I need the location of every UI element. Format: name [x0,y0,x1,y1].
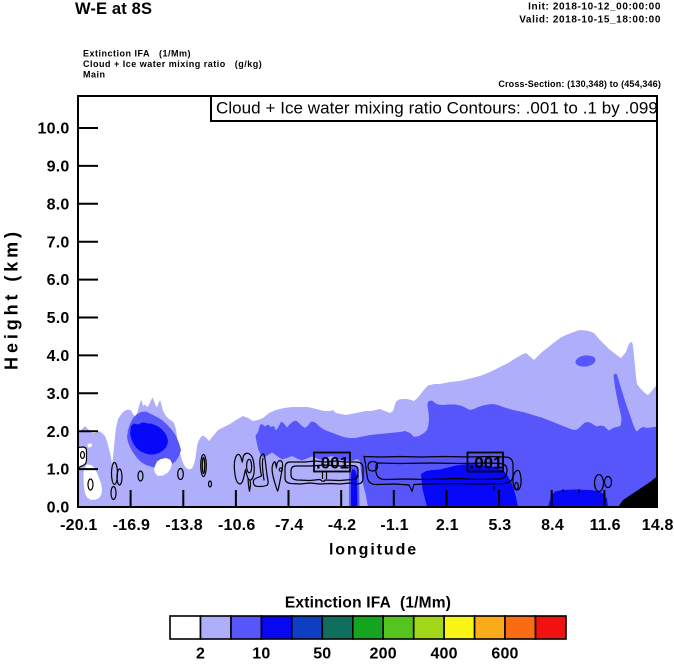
svg-text:400: 400 [430,646,457,663]
svg-text:50: 50 [313,646,331,663]
svg-text:3.0: 3.0 [47,386,70,403]
svg-text:10.0: 10.0 [38,121,70,138]
svg-text:-13.8: -13.8 [165,517,202,534]
svg-text:200: 200 [370,646,397,663]
svg-text:Height (km): Height (km) [2,228,22,370]
svg-text:Cloud + Ice water mixing ratio: Cloud + Ice water mixing ratio Contours:… [216,99,658,118]
svg-text:9.0: 9.0 [47,159,70,176]
svg-text:10: 10 [252,646,270,663]
svg-text:Extinction IFA (1/Mm): Extinction IFA (1/Mm) [285,595,451,612]
svg-text:0.0: 0.0 [47,500,70,517]
svg-text:Valid: 2018-10-15_18:00:00: Valid: 2018-10-15_18:00:00 [519,15,661,26]
svg-text:-4.2: -4.2 [328,517,356,534]
svg-text:8.0: 8.0 [47,196,70,213]
svg-text:.001: .001 [470,454,503,473]
svg-text:5.3: 5.3 [488,517,511,534]
svg-text:14.8: 14.8 [642,517,674,534]
svg-text:4.0: 4.0 [47,348,70,365]
svg-text:.001: .001 [316,454,349,473]
svg-text:2.0: 2.0 [47,424,70,441]
svg-text:W-E at 8S: W-E at 8S [75,0,152,18]
svg-text:8.4: 8.4 [541,517,564,534]
svg-text:6.0: 6.0 [47,272,70,289]
svg-text:-1.1: -1.1 [380,517,408,534]
svg-text:5.0: 5.0 [47,310,70,327]
svg-text:longitude: longitude [329,542,418,559]
svg-text:-20.1: -20.1 [60,517,97,534]
svg-text:-10.6: -10.6 [218,517,255,534]
svg-text:1.0: 1.0 [47,462,70,479]
svg-text:7.0: 7.0 [47,234,70,251]
svg-text:2.1: 2.1 [436,517,459,534]
svg-text:-16.9: -16.9 [113,517,150,534]
svg-text:Init: 2018-10-12_00:00:00: Init: 2018-10-12_00:00:00 [528,2,661,13]
svg-text:2: 2 [196,646,205,663]
svg-text:Extinction IFA (1/Mm): Extinction IFA (1/Mm) [83,49,191,59]
svg-text:Main: Main [83,70,106,80]
svg-text:-7.4: -7.4 [275,517,303,534]
svg-text:Cross-Section: (130,348) to (4: Cross-Section: (130,348) to (454,346) [498,79,661,89]
svg-text:Cloud + Ice water mixing ratio: Cloud + Ice water mixing ratio (g/kg) [83,59,262,69]
svg-text:600: 600 [491,646,518,663]
svg-text:11.6: 11.6 [590,517,621,534]
